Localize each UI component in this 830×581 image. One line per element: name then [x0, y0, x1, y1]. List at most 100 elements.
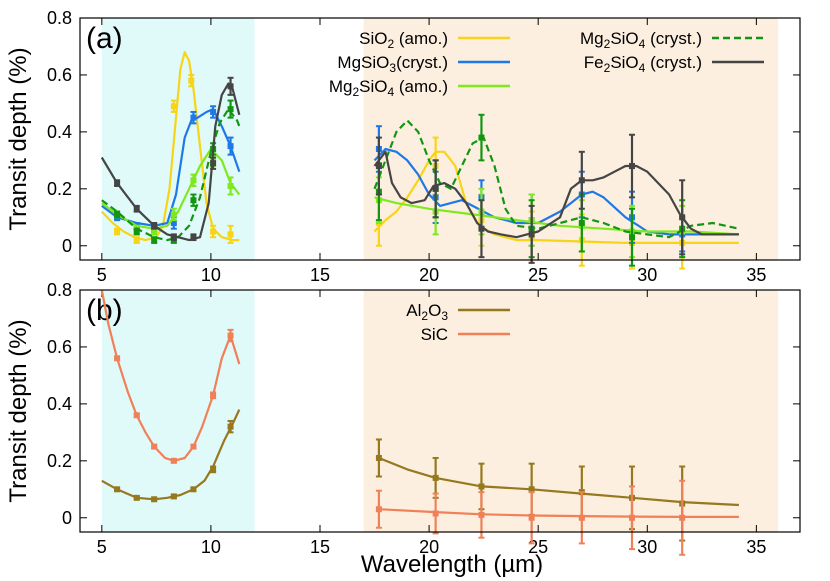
x-tick-label: 20 — [419, 537, 439, 557]
x-tick-label: 5 — [97, 537, 107, 557]
plot-frame — [79, 17, 801, 261]
y-tick-label: 0.4 — [47, 122, 72, 142]
y-axis-label: Transit depth (%) — [5, 319, 32, 502]
y-tick-label: 0.6 — [47, 337, 72, 357]
data-point — [151, 443, 158, 450]
x-axis-label: Wavelength (µm) — [361, 551, 543, 578]
series-line — [373, 150, 739, 239]
data-point — [227, 143, 234, 150]
data-point — [578, 514, 585, 521]
y-tick-label: 0.6 — [47, 65, 72, 85]
data-point — [133, 228, 140, 235]
data-point — [578, 177, 585, 184]
data-point — [528, 514, 535, 521]
data-point — [190, 486, 197, 493]
data-point — [478, 483, 485, 490]
series-line — [373, 147, 739, 236]
y-tick-label: 0.8 — [47, 280, 72, 300]
plot-frame — [79, 289, 801, 533]
x-tick-label: 30 — [637, 265, 657, 285]
legend: SiO2 (amo.)MgSiO3(cryst.)Mg2SiO4 (amo.) M… — [329, 29, 764, 99]
data-point — [190, 114, 197, 121]
x-tick-label: 25 — [528, 537, 548, 557]
y-axis-label: Transit depth (%) — [5, 47, 32, 230]
data-point — [478, 225, 485, 232]
shaded-band-2 — [363, 18, 779, 260]
x-tick-label: 20 — [419, 265, 439, 285]
data-point — [151, 228, 158, 235]
legend-label: Mg2SiO4 (cryst.) — [580, 29, 702, 51]
data-point — [432, 510, 439, 517]
x-tick-label: 5 — [97, 265, 107, 285]
data-point — [133, 205, 140, 212]
legend-label: SiO2 (amo.) — [359, 29, 448, 51]
data-point — [210, 392, 217, 399]
data-point — [578, 219, 585, 226]
data-point — [432, 185, 439, 192]
series-line — [374, 196, 739, 236]
data-point — [190, 177, 197, 184]
data-point — [114, 486, 121, 493]
series-sic — [100, 289, 739, 556]
data-point — [133, 494, 140, 501]
data-point — [170, 493, 177, 500]
data-point — [679, 214, 686, 221]
data-point — [114, 211, 121, 218]
panel-b: 0 0.2 0.4 0.6 0.8 5 10 15 20 25 30 35 Transit depth … — [5, 280, 801, 557]
legend-label: Al2O3​ — [406, 301, 448, 323]
x-tick-label: 15 — [310, 537, 330, 557]
data-point — [190, 234, 197, 241]
y-tick-label: 0.2 — [47, 179, 72, 199]
data-point — [629, 163, 635, 170]
legend-label: SiC — [421, 325, 448, 344]
data-point — [375, 163, 382, 170]
legend: Al2O3​ SiC — [406, 301, 510, 344]
data-point — [114, 228, 121, 235]
data-point — [190, 197, 197, 204]
data-point — [227, 231, 234, 238]
y-tick-label: 0.8 — [47, 8, 72, 28]
data-point — [210, 160, 217, 167]
y-tick-label: 0 — [62, 236, 72, 256]
panel-tag: (a) — [86, 22, 123, 55]
data-point — [190, 443, 197, 450]
data-point — [151, 496, 158, 503]
data-point — [227, 106, 234, 113]
y-tick-label: 0.4 — [47, 394, 72, 414]
data-point — [210, 466, 217, 473]
data-point — [629, 234, 635, 241]
y-tick-label: 0.2 — [47, 451, 72, 471]
series-fe2sio4-cryst- — [100, 76, 739, 264]
data-point — [227, 332, 234, 339]
legend-label: Fe2SiO4 (cryst.) — [584, 53, 702, 75]
series-line — [101, 409, 241, 501]
data-point — [478, 134, 485, 141]
data-point — [528, 486, 535, 493]
data-point — [210, 108, 217, 115]
data-point — [227, 83, 234, 90]
data-point — [151, 237, 158, 244]
data-point — [170, 219, 177, 226]
data-point — [375, 506, 382, 513]
data-point — [114, 180, 121, 187]
x-tick-label: 10 — [201, 537, 221, 557]
data-point — [528, 231, 535, 238]
data-point — [227, 182, 234, 189]
x-tick-label: 15 — [310, 265, 330, 285]
data-point — [629, 514, 635, 521]
series-line — [373, 119, 740, 239]
data-point — [170, 211, 177, 218]
data-point — [188, 77, 195, 84]
data-point — [478, 511, 485, 518]
x-tick-label: 35 — [746, 265, 766, 285]
data-point — [432, 474, 439, 481]
data-point — [375, 454, 382, 461]
data-point — [170, 103, 177, 110]
data-point — [114, 355, 121, 362]
data-point — [679, 514, 686, 521]
panel-a: 0 0.2 0.4 0.6 0.8 5 10 15 20 25 30 35 Transit depth … — [5, 8, 801, 285]
data-point — [133, 237, 140, 244]
data-point — [151, 222, 158, 229]
x-tick-label: 25 — [528, 265, 548, 285]
